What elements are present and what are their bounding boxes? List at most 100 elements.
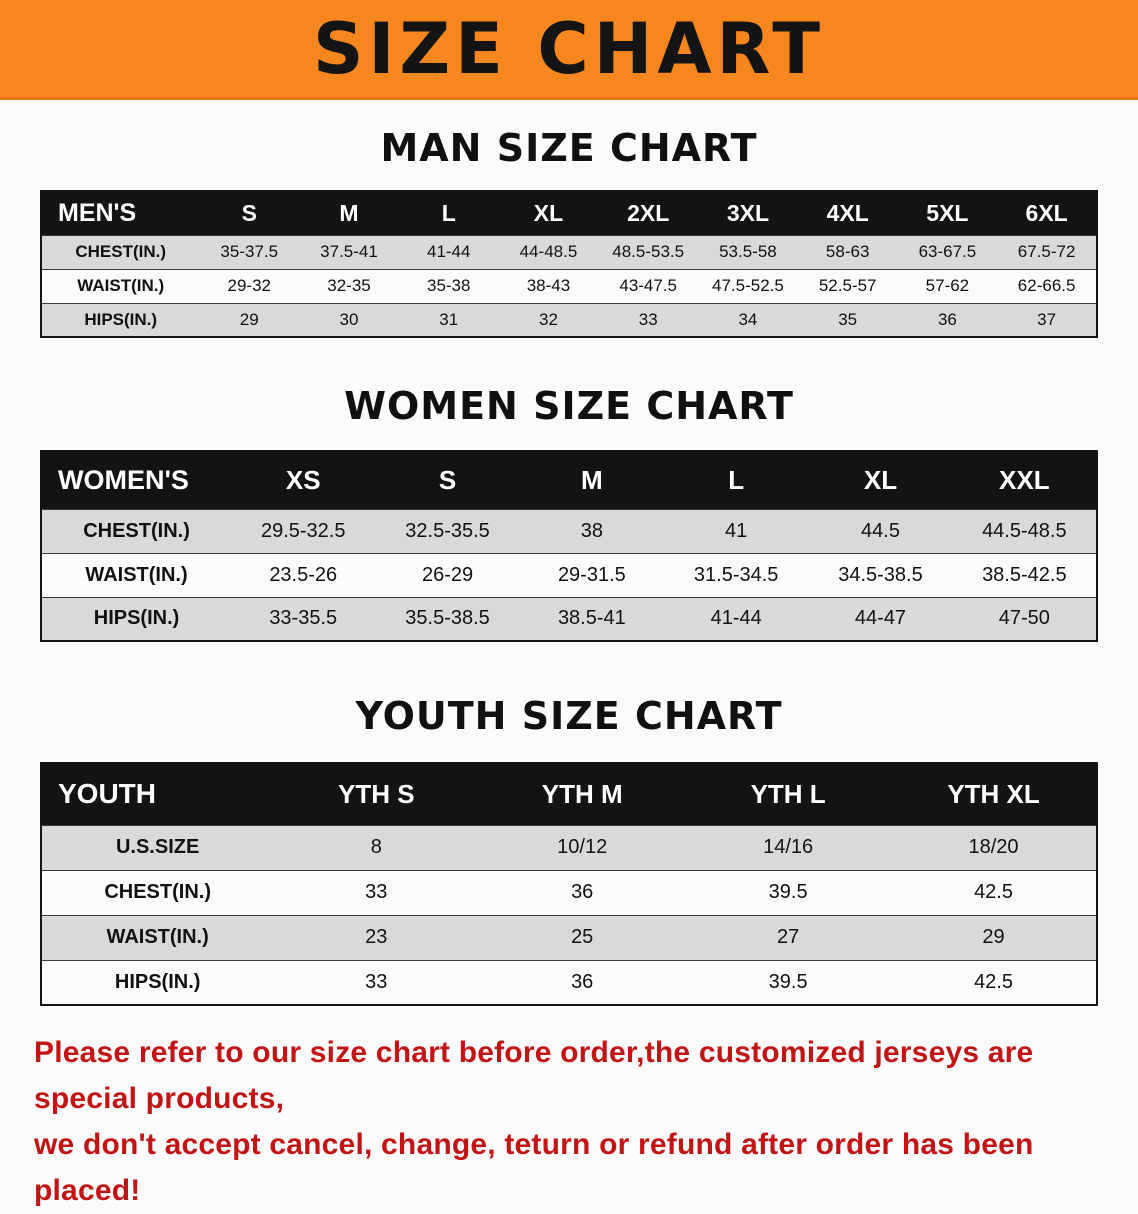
value-cell: 58-63 xyxy=(797,234,898,269)
footer-note: Please refer to our size chart before or… xyxy=(0,1030,1138,1214)
value-cell: 34.5-38.5 xyxy=(808,552,953,597)
value-cell: 38 xyxy=(519,508,665,553)
value-cell: 31.5-34.5 xyxy=(664,552,809,597)
value-cell: 18/20 xyxy=(891,824,1097,870)
value-cell: 35-38 xyxy=(398,268,499,303)
size-header-cell: S xyxy=(375,451,520,509)
size-header-cell: M xyxy=(519,451,665,509)
row-label-cell: CHEST(IN.) xyxy=(41,234,200,269)
men-section-heading: MAN SIZE CHART xyxy=(380,126,758,170)
value-cell: 38.5-41 xyxy=(519,596,665,641)
table-row: WAIST(IN.) 23.5-26 26-29 29-31.5 31.5-34.5 34… xyxy=(41,552,1097,597)
value-cell: 37.5-41 xyxy=(299,234,399,269)
size-header-cell: XS xyxy=(231,451,376,509)
section-men: MAN SIZE CHART MEN'S S M L XL 2XL 3XL 4XL 5XL 6XL… xyxy=(0,124,1138,338)
row-label-cell: HIPS(IN.) xyxy=(41,596,232,641)
value-cell: 41 xyxy=(664,508,809,553)
size-header-cell: L xyxy=(664,451,809,509)
value-cell: 47-50 xyxy=(952,596,1097,641)
value-cell: 29-31.5 xyxy=(519,552,665,597)
value-cell: 42.5 xyxy=(891,869,1097,915)
value-cell: 35 xyxy=(797,302,898,337)
header-row: WOMEN'S XS S M L XL XXL xyxy=(41,451,1097,509)
table-row: HIPS(IN.) 33 36 39.5 42.5 xyxy=(41,959,1097,1005)
row-label-cell: CHEST(IN.) xyxy=(41,869,274,915)
value-cell: 23.5-26 xyxy=(231,552,376,597)
size-header-cell: L xyxy=(398,191,499,235)
value-cell: 32 xyxy=(498,302,599,337)
size-header-cell: S xyxy=(199,191,300,235)
value-cell: 38-43 xyxy=(498,268,599,303)
value-cell: 44-47 xyxy=(808,596,953,641)
value-cell: 34 xyxy=(698,302,798,337)
table-row: WAIST(IN.) 23 25 27 29 xyxy=(41,914,1097,960)
value-cell: 63-67.5 xyxy=(897,234,998,269)
value-cell: 29-32 xyxy=(199,268,300,303)
value-cell: 31 xyxy=(398,302,499,337)
value-cell: 39.5 xyxy=(685,959,892,1005)
value-cell: 33 xyxy=(273,869,480,915)
value-cell: 37 xyxy=(997,302,1097,337)
value-cell: 44.5 xyxy=(808,508,953,553)
note-line-1: Please refer to our size chart before or… xyxy=(34,1036,1034,1115)
value-cell: 41-44 xyxy=(398,234,499,269)
page-title: SIZE CHART xyxy=(312,7,826,90)
youth-section-heading: YOUTH SIZE CHART xyxy=(355,694,783,738)
section-women: WOMEN SIZE CHART WOMEN'S XS S M L XL XXL CHEST(… xyxy=(0,382,1138,642)
row-label-cell: HIPS(IN.) xyxy=(41,959,274,1005)
value-cell: 44-48.5 xyxy=(498,234,599,269)
section-youth: YOUTH SIZE CHART YOUTH YTH S YTH M YTH L YTH… xyxy=(0,692,1138,1006)
value-cell: 29 xyxy=(199,302,300,337)
size-header-cell: M xyxy=(299,191,399,235)
table-row: U.S.SIZE 8 10/12 14/16 18/20 xyxy=(41,824,1097,870)
value-cell: 39.5 xyxy=(685,869,892,915)
value-cell: 32.5-35.5 xyxy=(375,508,520,553)
table-row: CHEST(IN.) 35-37.5 37.5-41 41-44 44-48.5 48.5… xyxy=(41,234,1097,269)
value-cell: 48.5-53.5 xyxy=(598,234,699,269)
value-cell: 29 xyxy=(891,914,1097,960)
value-cell: 41-44 xyxy=(664,596,809,641)
row-label-cell: WAIST(IN.) xyxy=(41,268,200,303)
women-size-table: WOMEN'S XS S M L XL XXL CHEST(IN.) 29.5-32.5 32.5… xyxy=(40,450,1098,642)
value-cell: 8 xyxy=(273,824,480,870)
size-header-cell: XXL xyxy=(952,451,1097,509)
value-cell: 36 xyxy=(897,302,998,337)
value-cell: 67.5-72 xyxy=(997,234,1097,269)
value-cell: 23 xyxy=(273,914,480,960)
table-title-cell: YOUTH xyxy=(41,763,274,825)
youth-size-table: YOUTH YTH S YTH M YTH L YTH XL U.S.SIZE 8 10/12… xyxy=(40,762,1098,1006)
value-cell: 62-66.5 xyxy=(997,268,1097,303)
value-cell: 44.5-48.5 xyxy=(952,508,1097,553)
value-cell: 38.5-42.5 xyxy=(952,552,1097,597)
women-section-heading: WOMEN SIZE CHART xyxy=(344,384,794,428)
size-header-cell: 4XL xyxy=(797,191,898,235)
value-cell: 35-37.5 xyxy=(199,234,300,269)
value-cell: 36 xyxy=(479,959,686,1005)
table-row: WAIST(IN.) 29-32 32-35 35-38 38-43 43-47.5 47.… xyxy=(41,268,1097,303)
value-cell: 27 xyxy=(685,914,892,960)
value-cell: 30 xyxy=(299,302,399,337)
value-cell: 42.5 xyxy=(891,959,1097,1005)
size-header-cell: 3XL xyxy=(698,191,798,235)
value-cell: 25 xyxy=(479,914,686,960)
size-header-cell: YTH M xyxy=(479,763,686,825)
value-cell: 33 xyxy=(273,959,480,1005)
table-title-cell: MEN'S xyxy=(41,191,200,235)
table-row: CHEST(IN.) 33 36 39.5 42.5 xyxy=(41,869,1097,915)
size-header-cell: 2XL xyxy=(598,191,699,235)
value-cell: 10/12 xyxy=(479,824,686,870)
table-title-cell: WOMEN'S xyxy=(41,451,232,509)
value-cell: 52.5-57 xyxy=(797,268,898,303)
value-cell: 32-35 xyxy=(299,268,399,303)
row-label-cell: HIPS(IN.) xyxy=(41,302,200,337)
value-cell: 33-35.5 xyxy=(231,596,376,641)
men-size-table: MEN'S S M L XL 2XL 3XL 4XL 5XL 6XL CHEST(IN.) 35-37… xyxy=(40,190,1098,338)
value-cell: 57-62 xyxy=(897,268,998,303)
value-cell: 33 xyxy=(598,302,699,337)
value-cell: 36 xyxy=(479,869,686,915)
value-cell: 35.5-38.5 xyxy=(375,596,520,641)
note-line-2: we don't accept cancel, change, teturn o… xyxy=(34,1128,1034,1207)
table-row: HIPS(IN.) 33-35.5 35.5-38.5 38.5-41 41-44 44-… xyxy=(41,596,1097,641)
row-label-cell: U.S.SIZE xyxy=(41,824,274,870)
